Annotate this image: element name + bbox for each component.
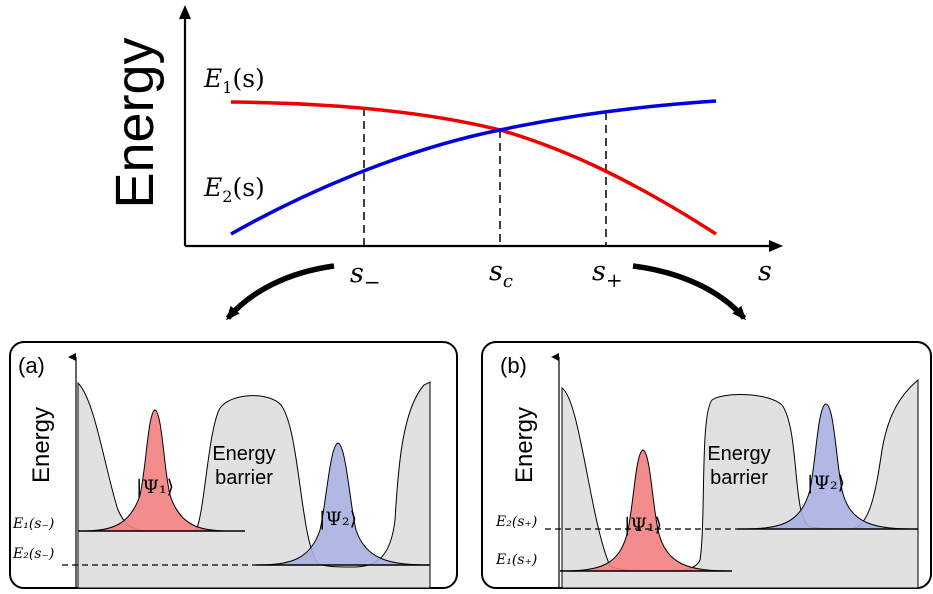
top-plot: Energy E1(s) E2(s) s− sc s+ s [105,5,783,294]
panel-b-psi1-wave [559,449,733,572]
e2-curve [230,99,717,236]
tick-s-c: sc [489,256,513,292]
arrow-to-panel-a [225,263,335,321]
panel-b-psi2-wave [737,403,919,530]
tick-s-plus: s+ [592,256,623,292]
panel-b-level-upper-label: E₂(s₊) [495,514,537,530]
panel-b: (b) Energy Energy barrier |Ψ₁⟩ |Ψ₂⟩ E₂(s… [481,341,932,589]
panel-a-level-lower-label: E₂(s₋) [12,546,54,562]
panel-a-psi1-label: |Ψ₁⟩ [136,476,174,498]
panel-b-barrier-label-2: barrier [710,467,768,489]
panel-b-barrier-label-1: Energy [707,443,770,465]
panel-b-psi2-label: |Ψ₂⟩ [807,472,845,494]
top-y-axis-label: Energy [105,37,165,208]
panel-b-psi1-label: |Ψ₁⟩ [624,514,662,536]
e1-curve-label: E1(s) [203,64,265,97]
panel-a-psi1-wave [82,409,229,532]
panel-a-barrier-label-1: Energy [212,443,275,465]
top-x-axis-label: s [758,256,772,287]
panel-a-y-axis-label: Energy [28,407,55,483]
e1-curve [230,100,717,236]
panel-a-psi2-label: |Ψ₂⟩ [319,508,357,530]
arrow-to-panel-b [632,263,747,321]
panel-a-barrier-label-2: barrier [215,467,273,489]
panel-b-tag: (b) [500,353,527,378]
panel-a: (a) Energy Energy barrier |Ψ₁⟩ |Ψ₂⟩ E₁(s… [9,341,458,589]
panel-b-level-lower-label: E₁(s₊) [495,552,537,568]
panel-b-y-axis-label: Energy [511,407,538,483]
panel-a-level-upper-label: E₁(s₋) [12,516,54,532]
e2-curve-label: E2(s) [203,173,265,206]
tick-s-minus: s− [350,258,381,294]
panel-a-psi2-wave [255,442,431,566]
panel-a-tag: (a) [18,353,45,378]
